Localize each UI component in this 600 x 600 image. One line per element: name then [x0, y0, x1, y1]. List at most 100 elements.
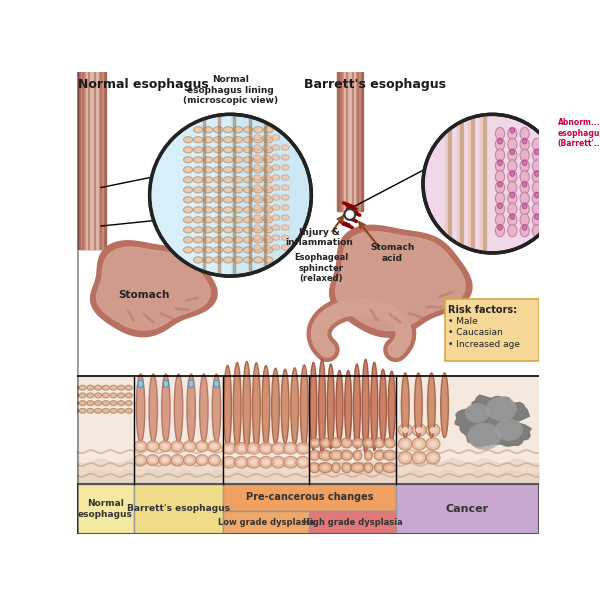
Ellipse shape: [87, 393, 94, 398]
Ellipse shape: [247, 457, 260, 468]
Ellipse shape: [364, 451, 372, 460]
Ellipse shape: [162, 457, 168, 463]
Ellipse shape: [415, 373, 422, 437]
Ellipse shape: [161, 374, 170, 443]
Ellipse shape: [532, 181, 542, 194]
Ellipse shape: [402, 455, 409, 461]
Ellipse shape: [334, 466, 338, 470]
Ellipse shape: [532, 160, 542, 172]
Ellipse shape: [194, 127, 203, 133]
Ellipse shape: [520, 192, 529, 205]
Ellipse shape: [309, 451, 320, 460]
Ellipse shape: [194, 167, 203, 173]
Ellipse shape: [281, 145, 289, 150]
Ellipse shape: [125, 393, 133, 398]
Ellipse shape: [211, 443, 217, 449]
Ellipse shape: [355, 440, 360, 445]
Ellipse shape: [402, 427, 409, 433]
Ellipse shape: [350, 463, 364, 473]
Ellipse shape: [184, 197, 193, 203]
Ellipse shape: [194, 137, 203, 143]
Ellipse shape: [296, 457, 310, 468]
Ellipse shape: [374, 463, 383, 473]
Ellipse shape: [281, 215, 289, 220]
Ellipse shape: [496, 203, 505, 215]
Ellipse shape: [523, 203, 527, 209]
Ellipse shape: [486, 397, 517, 421]
Ellipse shape: [263, 257, 273, 263]
Ellipse shape: [254, 175, 262, 180]
Ellipse shape: [254, 247, 263, 253]
Ellipse shape: [532, 149, 542, 161]
Ellipse shape: [263, 225, 271, 230]
Ellipse shape: [244, 137, 253, 143]
Bar: [445, 299, 539, 361]
Text: Abnorm...
esophagus
(Barrett'...: Abnorm... esophagus (Barrett'...: [558, 118, 600, 148]
Ellipse shape: [284, 457, 298, 468]
Ellipse shape: [214, 157, 223, 163]
Ellipse shape: [532, 192, 542, 205]
Ellipse shape: [332, 453, 340, 458]
Ellipse shape: [163, 380, 169, 388]
Ellipse shape: [244, 167, 253, 173]
Ellipse shape: [137, 443, 143, 449]
Bar: [309, 511, 396, 534]
Ellipse shape: [233, 227, 243, 233]
Ellipse shape: [224, 127, 233, 133]
Ellipse shape: [254, 245, 262, 250]
Ellipse shape: [254, 165, 262, 170]
Ellipse shape: [254, 127, 263, 133]
Ellipse shape: [263, 145, 271, 150]
Ellipse shape: [200, 374, 208, 443]
Ellipse shape: [401, 373, 409, 437]
Ellipse shape: [184, 237, 193, 243]
Polygon shape: [86, 72, 98, 249]
Ellipse shape: [233, 146, 243, 153]
Ellipse shape: [271, 443, 285, 454]
Ellipse shape: [272, 155, 280, 160]
Ellipse shape: [254, 235, 262, 240]
Ellipse shape: [291, 368, 299, 445]
Ellipse shape: [71, 393, 79, 398]
Ellipse shape: [508, 224, 517, 237]
Ellipse shape: [272, 185, 280, 190]
Polygon shape: [469, 120, 473, 247]
Ellipse shape: [535, 214, 539, 220]
Ellipse shape: [244, 157, 253, 163]
Ellipse shape: [263, 165, 271, 170]
Ellipse shape: [71, 385, 79, 390]
Ellipse shape: [208, 455, 220, 466]
Bar: [134, 376, 223, 484]
Ellipse shape: [263, 187, 273, 193]
Ellipse shape: [244, 146, 253, 153]
Ellipse shape: [272, 165, 280, 170]
Ellipse shape: [299, 446, 307, 451]
Ellipse shape: [110, 385, 117, 390]
Ellipse shape: [211, 457, 217, 463]
Ellipse shape: [309, 463, 320, 473]
Ellipse shape: [214, 227, 223, 233]
Polygon shape: [445, 132, 450, 235]
Ellipse shape: [496, 181, 505, 194]
Ellipse shape: [416, 427, 422, 433]
Text: Stomach: Stomach: [119, 290, 170, 300]
Ellipse shape: [159, 441, 171, 452]
Ellipse shape: [136, 374, 145, 443]
Ellipse shape: [263, 135, 271, 140]
Polygon shape: [337, 72, 363, 211]
Ellipse shape: [508, 181, 517, 194]
Ellipse shape: [497, 182, 502, 187]
Ellipse shape: [184, 227, 193, 233]
Ellipse shape: [496, 160, 505, 172]
Ellipse shape: [159, 455, 171, 466]
Ellipse shape: [271, 457, 285, 468]
Text: • Caucasian: • Caucasian: [448, 328, 502, 337]
Ellipse shape: [254, 217, 263, 223]
Ellipse shape: [214, 137, 223, 143]
Ellipse shape: [95, 401, 101, 406]
Ellipse shape: [233, 362, 241, 450]
Ellipse shape: [508, 127, 517, 140]
Ellipse shape: [287, 460, 294, 465]
Ellipse shape: [149, 374, 157, 443]
Ellipse shape: [222, 443, 236, 454]
